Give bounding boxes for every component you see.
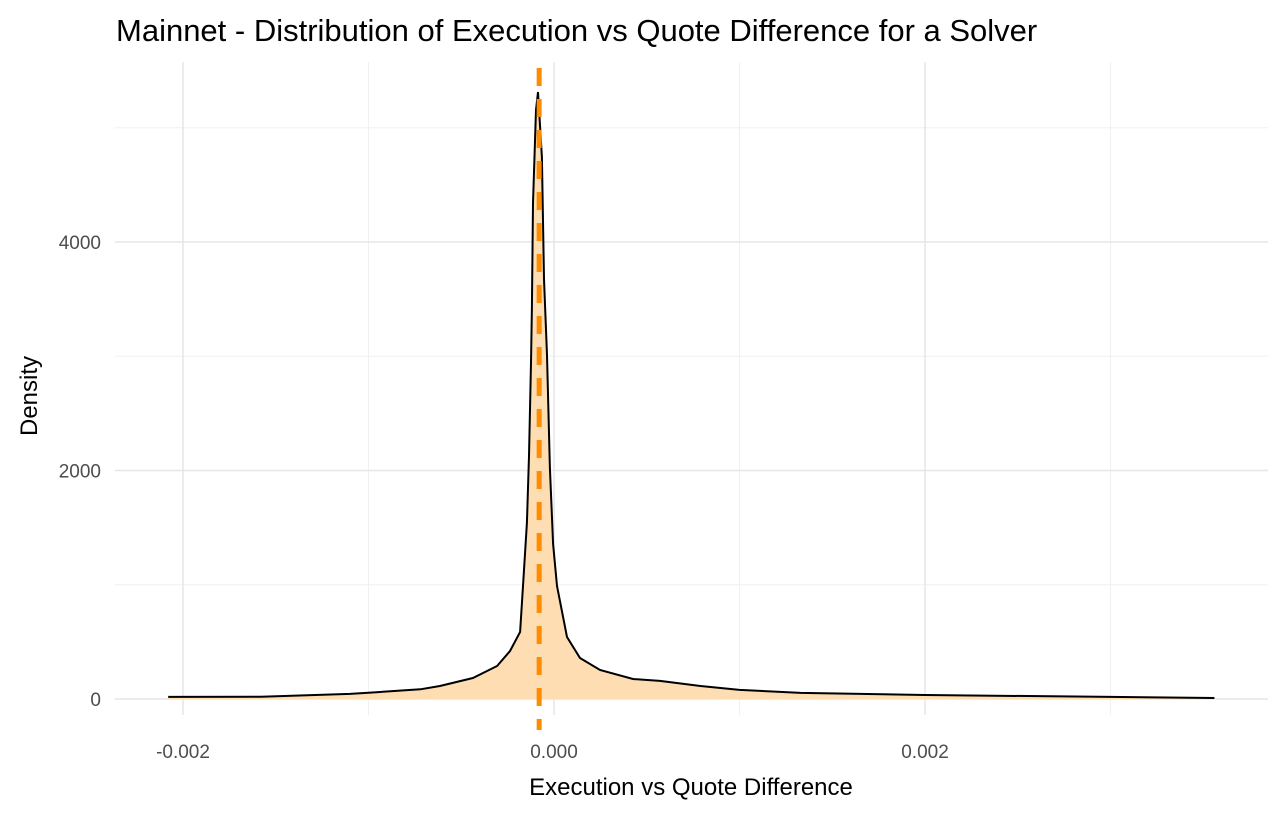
y-tick-label: 0: [90, 690, 101, 711]
grid-lines: [115, 62, 1268, 715]
x-tick-label: -0.002: [156, 742, 210, 763]
tick-labels: 0 2000 4000 -0.002 0.000 0.002: [59, 233, 949, 763]
x-axis-label: Execution vs Quote Difference: [529, 774, 853, 801]
density-line: [168, 91, 1215, 699]
chart-title: Mainnet - Distribution of Execution vs Q…: [116, 13, 1037, 48]
y-tick-label: 4000: [59, 233, 101, 254]
x-tick-label: 0.002: [901, 742, 949, 763]
density-area: [168, 92, 1215, 699]
x-tick-label: 0.000: [530, 742, 578, 763]
y-tick-label: 2000: [59, 462, 101, 483]
y-axis-label: Density: [16, 356, 43, 436]
